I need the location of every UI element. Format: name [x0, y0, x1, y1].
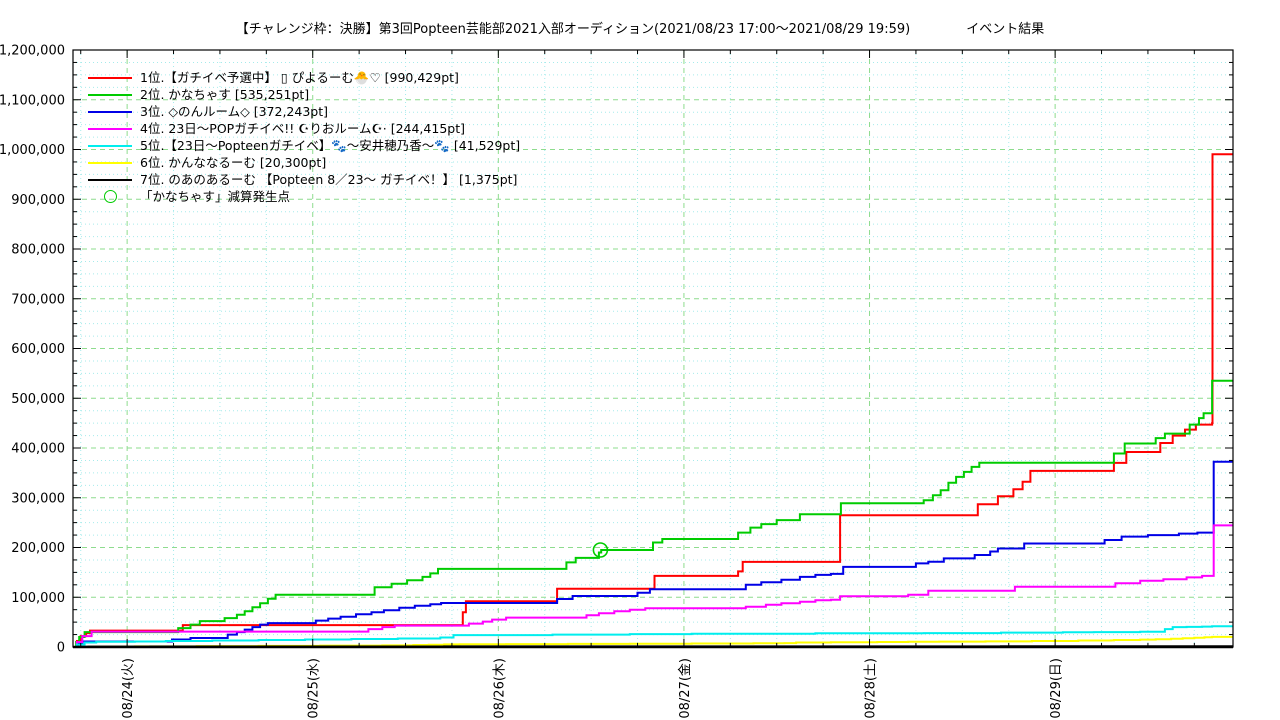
legend-item-7位: 7位. のあのあるーむ 【Popteen 8／23～ ガチイベ！】 [1,375…	[88, 171, 520, 188]
legend-line-1位	[88, 76, 132, 79]
legend-label-7位: 7位. のあのあるーむ 【Popteen 8／23～ ガチイベ！】 [1,375…	[140, 172, 518, 187]
x-axis-label: 08/28(土)	[864, 658, 879, 719]
chart-title-main: 【チャレンジ枠：決勝】第3回Popteen芸能部2021入部オーディション(20…	[235, 22, 911, 37]
legend-label-1位: 1位.【ガチイベ予選中】 ▯ ぴよるーむ🐣♡ [990,429pt]	[140, 70, 459, 85]
legend-line-6位	[88, 161, 132, 164]
legend-label-5位: 5位.【23日～Popteenガチイベ】🐾～安井穂乃香～🐾 [41,529pt]	[140, 138, 521, 153]
y-axis-label: 800,000	[11, 243, 65, 258]
legend-item-6位: 6位. かんななるーむ [20,300pt]	[88, 154, 520, 171]
chart-title-right: イベント結果	[966, 22, 1045, 37]
legend-line-sample	[88, 178, 132, 181]
series-line-3位	[73, 460, 1233, 648]
open-circle-icon	[103, 190, 117, 203]
legend-line-5位	[88, 144, 132, 147]
legend-line-3位	[88, 110, 132, 113]
y-axis-label: 1,000,000	[0, 143, 65, 158]
x-axis-label: 08/24(火)	[121, 658, 136, 719]
legend-item-5位: 5位.【23日～Popteenガチイベ】🐾～安井穂乃香～🐾 [41,529pt]	[88, 137, 520, 154]
y-axis-label: 400,000	[11, 442, 65, 457]
chart-title: 【チャレンジ枠：決勝】第3回Popteen芸能部2021入部オーディション(20…	[0, 18, 1280, 37]
deduction-point-marker	[592, 542, 609, 558]
series-line-4位	[73, 524, 1233, 648]
legend-item-1位: 1位.【ガチイベ予選中】 ▯ ぴよるーむ🐣♡ [990,429pt]	[88, 69, 520, 86]
legend-item-deduction-marker: 「かなちゃす」減算発生点	[88, 188, 520, 205]
legend-line-sample	[88, 93, 132, 96]
data-series	[73, 153, 1233, 648]
y-axis-label: 700,000	[11, 292, 65, 307]
y-axis-label: 900,000	[11, 193, 65, 208]
series-line-2位	[73, 379, 1233, 648]
y-axis-label: 200,000	[11, 541, 65, 556]
x-axis-label: 08/26(木)	[492, 658, 507, 719]
x-axis-label: 08/29(日)	[1049, 658, 1064, 719]
legend-label-deduction: 「かなちゃす」減算発生点	[140, 189, 291, 204]
series-line-5位	[73, 625, 1233, 648]
legend-item-4位: 4位. 23日～POPガチイベ!! ☪りおルーム☪· [244,415pt]	[88, 120, 520, 137]
y-axis-label: 300,000	[11, 491, 65, 506]
legend-line-7位	[88, 178, 132, 181]
legend-label-6位: 6位. かんななるーむ [20,300pt]	[140, 155, 327, 170]
legend-label-3位: 3位. ◇のんルーム◇ [372,243pt]	[140, 104, 329, 119]
legend-circle-sample	[88, 190, 132, 203]
y-axis-label: 1,200,000	[0, 44, 65, 59]
legend-line-2位	[88, 93, 132, 96]
legend-label-2位: 2位. かなちゃす [535,251pt]	[140, 87, 310, 102]
x-axis-label: 08/25(水)	[307, 658, 322, 719]
gridlines	[73, 49, 1233, 647]
y-axis-label: 0	[57, 641, 65, 656]
legend-line-sample	[88, 161, 132, 164]
axis-labels: 0 100,000 200,000 300,000 400,000 500,000 600,…	[0, 44, 1064, 719]
axes	[72, 49, 1234, 649]
legend-item-2位: 2位. かなちゃす [535,251pt]	[88, 86, 520, 103]
legend-line-sample	[88, 127, 132, 130]
legend: 1位.【ガチイベ予選中】 ▯ ぴよるーむ🐣♡ [990,429pt] 2位. かな…	[88, 69, 520, 205]
y-axis-label: 500,000	[11, 392, 65, 407]
legend-line-sample	[88, 76, 132, 79]
x-axis-label: 08/27(金)	[677, 658, 693, 719]
legend-line-sample	[88, 144, 132, 147]
legend-label-4位: 4位. 23日～POPガチイベ!! ☪りおルーム☪· [244,415pt]	[140, 121, 465, 136]
series-line-1位	[73, 153, 1233, 648]
y-axis-label: 1,100,000	[0, 93, 65, 108]
legend-line-sample	[88, 110, 132, 113]
legend-line-4位	[88, 127, 132, 130]
y-axis-label: 600,000	[11, 342, 65, 357]
y-axis-label: 100,000	[11, 591, 65, 606]
legend-item-3位: 3位. ◇のんルーム◇ [372,243pt]	[88, 103, 520, 120]
